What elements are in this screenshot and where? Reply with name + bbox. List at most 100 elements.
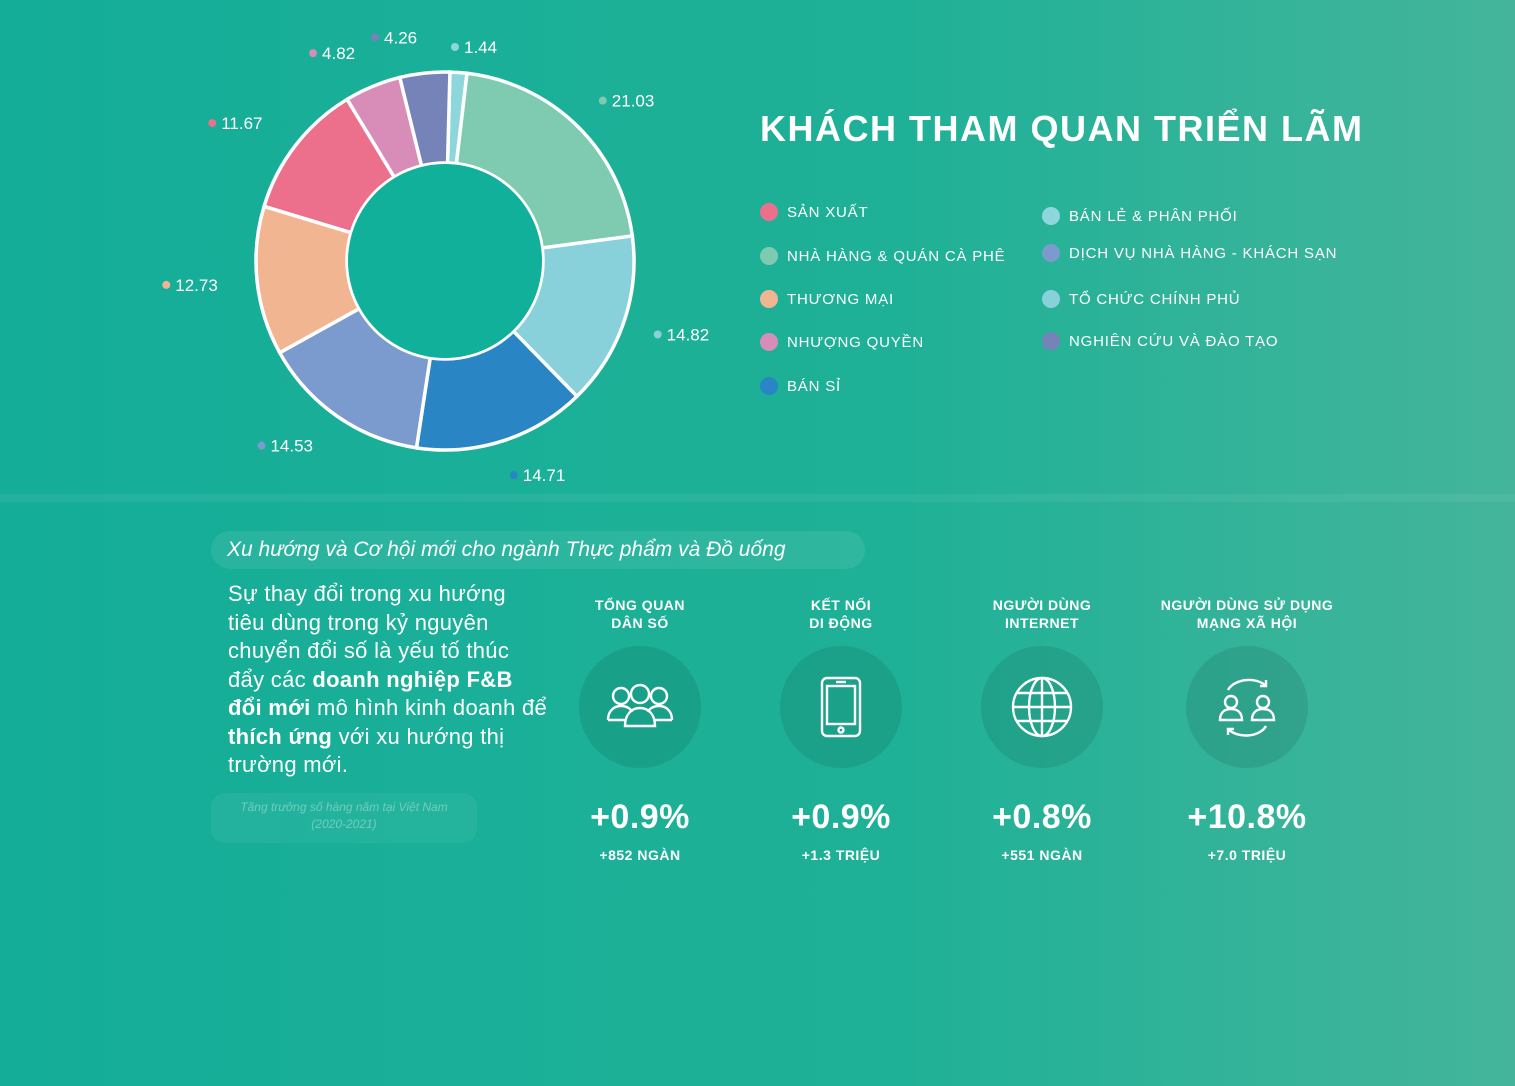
social-exchange-icon <box>1218 678 1276 737</box>
stat-sub: +7.0 TRIỆU <box>1207 847 1287 863</box>
stat-icon-circle <box>1186 646 1308 768</box>
stat-label-line-2: MẠNG XÃ HỘI <box>1196 615 1298 631</box>
legend-item-ban-si: BÁN SỈ <box>760 377 841 395</box>
legend-item-ban-le: BÁN LẺ & PHÂN PHỐI <box>1042 207 1238 225</box>
smartphone-icon <box>820 676 862 738</box>
legend-swatch <box>1042 332 1060 350</box>
stat-label-line-2: DI ĐỘNG <box>809 615 873 631</box>
legend-label: SẢN XUẤT <box>787 203 869 221</box>
trends-paragraph: Sự thay đổi trong xu hướng tiêu dùng tro… <box>228 580 548 780</box>
stat-mobile: KẾT NỐI DI ĐỘNG +0.9% +1.3 TRIỆU <box>731 596 951 863</box>
paragraph-text-2: mô hình kinh doanh để <box>310 695 548 720</box>
note-line-1: Tăng trưởng số hàng năm tại Việt Nam <box>240 800 448 814</box>
legend-swatch <box>760 290 778 308</box>
legend-item-san-xuat: SẢN XUẤT <box>760 203 868 221</box>
slice-value-label: 4.26 <box>384 28 417 47</box>
paragraph-bold-2: thích ứng <box>228 723 333 749</box>
legend-item-nhuong-quyen: NHƯỢNG QUYỀN <box>760 333 924 351</box>
stat-label: KẾT NỐI DI ĐỘNG <box>731 596 951 636</box>
legend-label: THƯƠNG MẠI <box>787 290 895 308</box>
stat-value: +0.9% <box>590 798 690 836</box>
legend-swatch <box>1042 244 1060 262</box>
legend-swatch <box>760 203 778 221</box>
stat-label-line-1: NGƯỜI DÙNG SỬ DỤNG <box>1160 597 1334 613</box>
slice-label-dot <box>509 471 518 480</box>
slice-label-dot <box>653 330 662 339</box>
slice-label-dot <box>371 33 380 42</box>
trends-title: Xu hướng và Cơ hội mới cho ngành Thực ph… <box>227 538 786 561</box>
stat-value: +10.8% <box>1187 798 1307 836</box>
stat-icon-circle <box>981 646 1103 768</box>
stat-sub: +852 NGÀN <box>599 847 681 863</box>
slice-label-0: 1.44 <box>451 38 497 57</box>
legend-swatch <box>760 377 778 395</box>
legend-label: NHÀ HÀNG & QUÁN CÀ PHÊ <box>787 247 1006 265</box>
donut-chart: 1.44 21.03 14.82 14.71 14.53 12.73 11.67 4.82 4.… <box>162 28 710 485</box>
slice-value-label: 21.03 <box>612 92 655 111</box>
slice-label-5: 12.73 <box>162 276 218 295</box>
legend-label: TỔ CHỨC CHÍNH PHỦ <box>1069 290 1241 308</box>
slice-label-8: 4.26 <box>371 28 417 47</box>
slice-label-7: 4.82 <box>309 44 355 63</box>
slice-label-dot <box>257 441 266 450</box>
paragraph-text-1: Sự thay đổi trong xu hướng tiêu dùng tro… <box>228 581 510 692</box>
slice-label-dot <box>451 43 459 51</box>
stat-label-line-1: NGƯỜI DÙNG <box>992 597 1092 613</box>
globe-icon <box>1011 676 1073 738</box>
legend-label: BÁN LẺ & PHÂN PHỐI <box>1069 207 1238 225</box>
legend-label: NGHIÊN CỨU VÀ ĐÀO TẠO <box>1069 332 1279 350</box>
slice-label-4: 14.53 <box>257 437 313 456</box>
stat-population: TỔNG QUAN DÂN SỐ +0.9% +852 NGÀN <box>530 596 750 863</box>
stat-internet: NGƯỜI DÙNG INTERNET +0.8% +551 NGÀN <box>932 596 1152 863</box>
paragraph-text-3: với xu hướng thị trường mới. <box>228 723 505 778</box>
slice-label-dot <box>309 49 318 58</box>
stat-label: NGƯỜI DÙNG INTERNET <box>932 596 1152 636</box>
stat-label-line-2: INTERNET <box>1005 615 1079 631</box>
stat-icon-circle <box>780 646 902 768</box>
legend-item-dich-vu: DỊCH VỤ NHÀ HÀNG - KHÁCH SẠN <box>1042 244 1337 262</box>
people-group-icon <box>606 683 674 728</box>
stat-sub: +551 NGÀN <box>1001 847 1083 863</box>
slice-label-dot <box>598 96 607 105</box>
stat-icon-circle <box>579 646 701 768</box>
legend-item-nha-hang: NHÀ HÀNG & QUÁN CÀ PHÊ <box>760 247 1005 265</box>
donut-slice-1 <box>454 71 635 250</box>
legend-swatch <box>760 333 778 351</box>
slice-value-label: 12.73 <box>175 276 218 295</box>
chart-title: KHÁCH THAM QUAN TRIỂN LÃM <box>760 108 1364 149</box>
stat-label-line-1: KẾT NỐI <box>810 597 872 613</box>
stat-value: +0.9% <box>791 798 891 836</box>
stat-label: NGƯỜI DÙNG SỬ DỤNG MẠNG XÃ HỘI <box>1137 596 1357 636</box>
legend-swatch <box>1042 207 1060 225</box>
donut-slice-8 <box>397 70 452 168</box>
slice-label-2: 14.82 <box>653 325 710 344</box>
legend-swatch <box>760 247 778 265</box>
slice-value-label: 1.44 <box>464 38 497 57</box>
stat-label-line-2: DÂN SỐ <box>611 615 669 631</box>
stat-label-line-1: TỔNG QUAN <box>594 597 686 613</box>
legend-label: DỊCH VỤ NHÀ HÀNG - KHÁCH SẠN <box>1069 244 1338 262</box>
paragraph-bold-1: doanh nghiệp F&B đổi mới <box>228 666 513 721</box>
stat-sub: +1.3 TRIỆU <box>801 847 881 863</box>
slice-value-label: 11.67 <box>221 114 262 133</box>
stat-label: TỔNG QUAN DÂN SỐ <box>530 596 750 636</box>
donut-hole <box>348 164 542 358</box>
slice-label-1: 21.03 <box>598 92 655 111</box>
legend-swatch <box>1042 290 1060 308</box>
legend-item-nghien-cuu: NGHIÊN CỨU VÀ ĐÀO TẠO <box>1042 332 1278 350</box>
section-divider <box>0 494 1515 502</box>
stat-social: NGƯỜI DÙNG SỬ DỤNG MẠNG XÃ HỘI +10.8% +7… <box>1137 596 1357 863</box>
legend-label: BÁN SỈ <box>787 377 841 395</box>
slice-label-dot <box>208 119 217 128</box>
donut-slice-3 <box>414 328 580 452</box>
stat-value: +0.8% <box>992 798 1092 836</box>
slice-value-label: 14.53 <box>270 437 313 456</box>
growth-note: Tăng trưởng số hàng năm tại Việt Nam (20… <box>211 793 477 843</box>
donut-slice-4 <box>277 306 433 450</box>
slice-label-6: 11.67 <box>208 114 263 133</box>
slice-value-label: 14.71 <box>523 466 566 485</box>
legend-item-thuong-mai: THƯƠNG MẠI <box>760 290 894 308</box>
slice-value-label: 14.82 <box>667 325 710 344</box>
note-line-2: (2020-2021) <box>311 817 377 831</box>
slice-label-3: 14.71 <box>509 466 566 485</box>
